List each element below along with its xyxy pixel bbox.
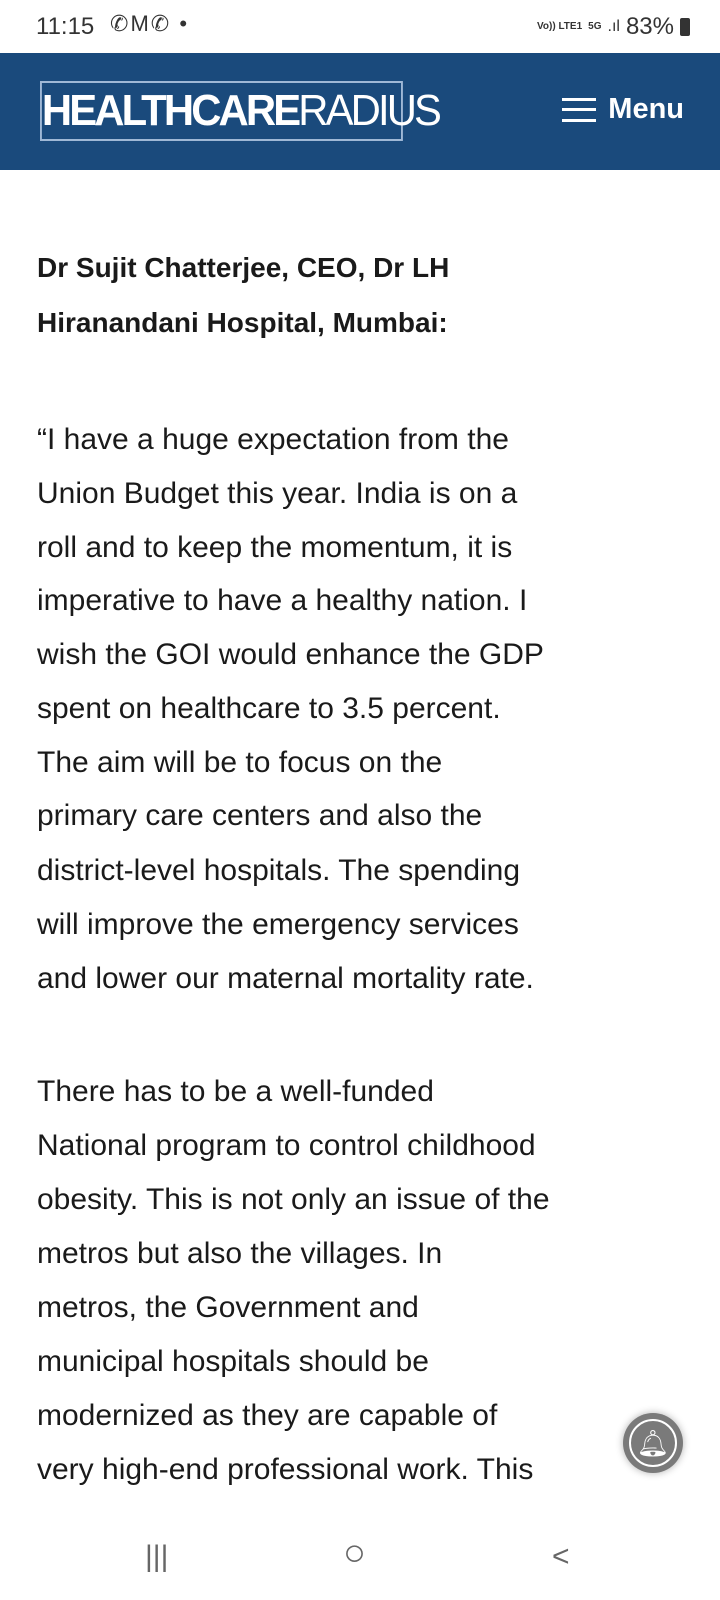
paragraph-line: primary care centers and also the bbox=[37, 799, 483, 832]
paragraph-line: will improve the emergency services bbox=[37, 908, 519, 941]
paragraph-line: metros but also the villages. In bbox=[37, 1237, 443, 1270]
paragraph-line: Union Budget this year. India is on a bbox=[37, 477, 518, 510]
system-nav-bar: ||| ○ < bbox=[0, 1510, 720, 1600]
bell-icon: 🔔︎ bbox=[629, 1419, 677, 1467]
clock: 11:15 bbox=[36, 13, 95, 40]
paragraph-line: There has to be a well-funded bbox=[37, 1075, 434, 1108]
paragraph-line: obesity. This is not only an issue of th… bbox=[37, 1183, 550, 1216]
hamburger-icon bbox=[562, 97, 597, 122]
paragraph-line: modernized as they are capable of bbox=[37, 1399, 498, 1432]
menu-button[interactable]: Menu bbox=[562, 93, 684, 126]
article-heading: Hiranandani Hospital, Mumbai: bbox=[37, 307, 448, 338]
paragraph-line: The aim will be to focus on the bbox=[37, 746, 443, 779]
paragraph-line: and lower our maternal mortality rate. bbox=[37, 962, 534, 995]
notification-icons: ✆M✆ • bbox=[110, 11, 190, 36]
logo-light: RADIUS bbox=[298, 86, 442, 135]
site-header: HEALTHCARERADIUS Menu bbox=[0, 53, 720, 170]
back-button[interactable]: < bbox=[552, 1540, 570, 1573]
5g-icon: 5G bbox=[588, 21, 602, 32]
paragraph-line: wish the GOI would enhance the GDP bbox=[37, 638, 544, 671]
paragraph-line: very high-end professional work. This bbox=[37, 1453, 534, 1486]
notification-bell-button[interactable]: 🔔︎ bbox=[623, 1413, 683, 1473]
whatsapp-icon: ✆ bbox=[150, 11, 172, 36]
status-bar: 11:15 ✆M✆ • Vo)) LTE1 5G .ıl 83% bbox=[0, 0, 720, 53]
paragraph-line: roll and to keep the momentum, it is bbox=[37, 531, 513, 564]
whatsapp-icon: ✆ bbox=[110, 11, 131, 36]
paragraph-line: “I have a huge expectation from the bbox=[37, 423, 509, 456]
menu-label: Menu bbox=[608, 93, 684, 125]
battery-icon bbox=[680, 18, 690, 36]
recents-button[interactable]: ||| bbox=[145, 1540, 169, 1573]
paragraph-line: National program to control childhood bbox=[37, 1129, 536, 1162]
paragraph-line: metros, the Government and bbox=[37, 1291, 419, 1324]
network-indicator: Vo)) LTE1 bbox=[536, 21, 583, 32]
battery-percent: 83% bbox=[625, 13, 674, 40]
gmail-icon: M bbox=[130, 11, 151, 36]
signal-icon: .ıl bbox=[607, 18, 620, 35]
paragraph-line: district-level hospitals. The spending bbox=[37, 854, 521, 887]
logo-bold: HEALTHCARE bbox=[41, 86, 301, 135]
paragraph-line: spent on healthcare to 3.5 percent. bbox=[37, 692, 501, 725]
article-heading: Dr Sujit Chatterjee, CEO, Dr LH bbox=[37, 252, 450, 283]
paragraph-line: municipal hospitals should be bbox=[37, 1345, 429, 1378]
paragraph-line: imperative to have a healthy nation. I bbox=[37, 584, 528, 617]
site-logo[interactable]: HEALTHCARERADIUS bbox=[40, 81, 442, 141]
home-button[interactable]: ○ bbox=[343, 1532, 366, 1574]
